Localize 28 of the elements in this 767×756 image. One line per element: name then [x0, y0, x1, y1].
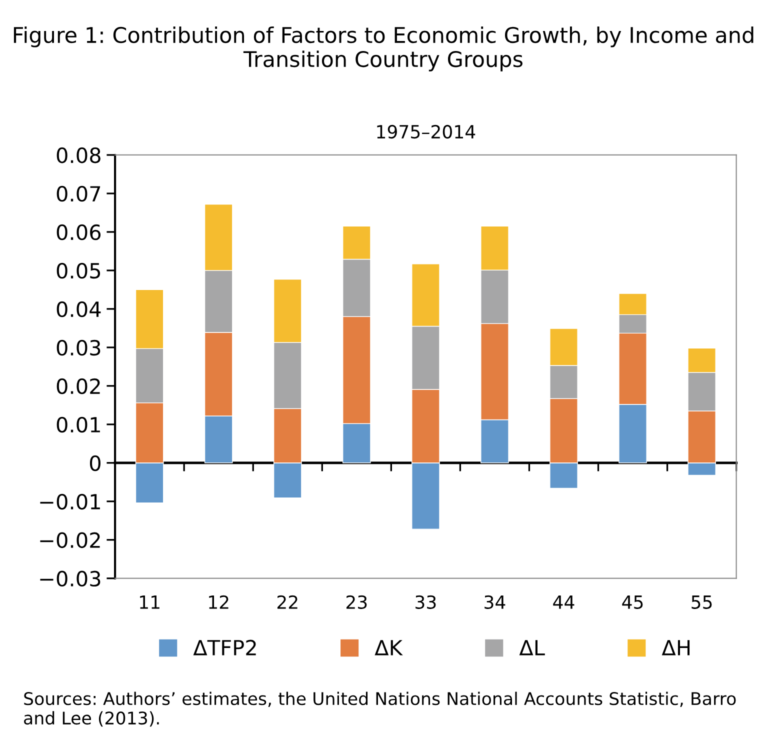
legend-label: ΔTFP2: [193, 640, 256, 656]
y-tick-label: 0.05: [56, 262, 100, 279]
x-tick-label: 23: [346, 595, 367, 609]
x-tick-label: 44: [553, 596, 574, 609]
y-tick-label: −0.03: [40, 570, 100, 587]
x-tick-label: 12: [209, 595, 228, 609]
source-note: Sources: Authors’ estimates, the United Nations National Accounts Statistic, Barro and Lee (2013).: [24, 692, 736, 727]
y-tick-label: −0.01: [40, 494, 100, 510]
x-tick-label: 33: [416, 595, 436, 609]
x-tick-label: 55: [692, 596, 712, 609]
x-tick-label: 11: [140, 596, 160, 609]
y-tick-label: −0.02: [40, 532, 100, 548]
y-tick-label: 0.08: [56, 147, 100, 164]
y-tick-label: 0: [90, 455, 100, 472]
legend-label: ΔH: [662, 640, 690, 656]
x-tick-label: 45: [622, 596, 643, 609]
legend-label: ΔL: [519, 640, 545, 656]
y-tick-label: 0.04: [56, 301, 101, 318]
chart-title: Figure 1: Contribution of Factors to Economic Growth, by Income and Transition Country Groups: [14, 26, 754, 72]
y-tick-label: 0.01: [56, 416, 100, 433]
y-tick-label: 0.07: [56, 186, 100, 202]
y-tick-label: 0.03: [56, 340, 100, 356]
y-tick-label: 0.02: [56, 378, 100, 394]
chart-subtitle: 1975–2014: [377, 124, 476, 139]
y-tick-label: 0.06: [56, 224, 101, 240]
legend-label: ΔK: [374, 640, 403, 656]
x-tick-label: 34: [484, 595, 506, 609]
x-tick-label: 22: [277, 595, 298, 609]
